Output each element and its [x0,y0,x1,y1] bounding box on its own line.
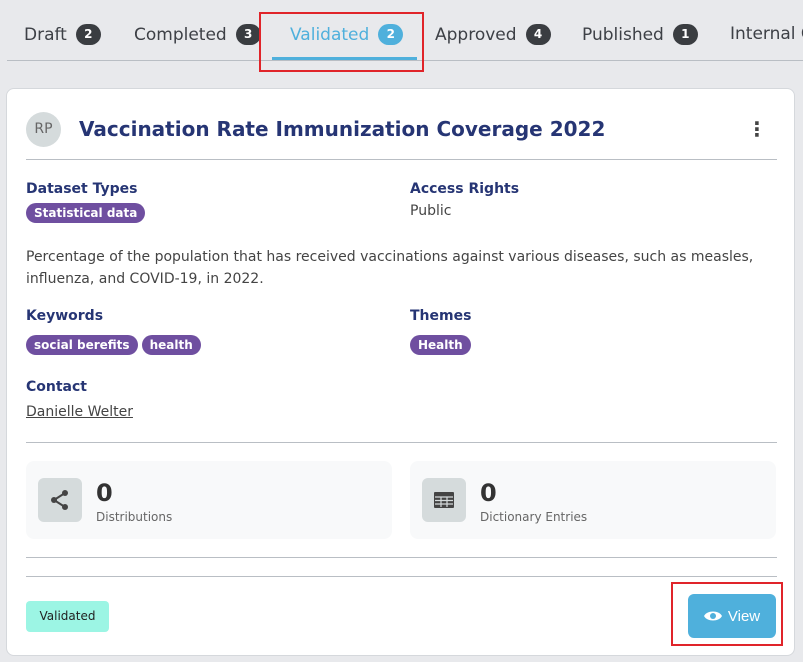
tab-label: Validated [290,24,370,45]
tab-label: Published [582,24,664,45]
count-badge: 1 [672,24,698,45]
dictionary-entries-count: 0 [480,479,497,507]
keyword-chip: social berefits [26,335,138,355]
tab-validated[interactable]: Validated 2 [290,24,404,45]
tab-completed[interactable]: Completed 3 [134,24,261,45]
tab-label: Internal C [730,24,803,44]
themes-label: Themes [410,308,472,324]
share-icon [38,478,82,522]
eye-icon [703,611,722,621]
divider [26,557,777,558]
count-badge: 4 [525,24,551,45]
dictionary-entries-label: Dictionary Entries [480,510,588,524]
status-tabs: Draft 2 Completed 3 Validated 2 Approved 4 P… [7,0,803,61]
tab-draft[interactable]: Draft 2 [24,24,101,45]
highlight-box [259,12,424,72]
tab-label: Completed [134,24,227,45]
divider [26,576,777,577]
dataset-description: Percentage of the population that has re… [26,249,754,287]
distributions-label: Distributions [96,510,173,524]
table-icon [422,478,466,522]
more-options-icon[interactable]: ⋮ [747,117,767,141]
tab-label: Draft [24,24,67,45]
divider [26,442,777,443]
dataset-card: RP Vaccination Rate Immunization Coverag… [6,88,795,656]
distributions-count: 0 [96,479,113,507]
count-badge: 2 [75,24,101,45]
access-rights-value: Public [410,203,452,219]
contact-label: Contact [26,379,87,395]
theme-chip: Health [410,335,471,355]
tab-approved[interactable]: Approved 4 [435,24,551,45]
divider [26,159,777,160]
count-badge: 2 [378,24,404,45]
highlight-box [671,582,783,646]
view-label: View [727,607,761,625]
tab-published[interactable]: Published 1 [582,24,698,45]
count-badge: 3 [235,24,261,45]
tab-label: Approved [435,24,517,45]
status-badge: Validated [26,601,109,632]
dictionary-entries-stat: 0 Dictionary Entries [410,461,776,539]
access-rights-label: Access Rights [410,181,520,197]
dataset-types-label: Dataset Types [26,181,138,197]
tab-internal[interactable]: Internal C [730,24,803,44]
dataset-type-chip: Statistical data [26,203,146,223]
dataset-title[interactable]: Vaccination Rate Immunization Coverage 2… [79,117,606,141]
avatar: RP [26,112,61,147]
keyword-chip: health [141,335,201,355]
view-button[interactable]: View [688,594,776,638]
active-tab-indicator [272,57,417,60]
contact-link[interactable]: Danielle Welter [26,404,133,420]
keywords-label: Keywords [26,308,104,324]
distributions-stat: 0 Distributions [26,461,392,539]
